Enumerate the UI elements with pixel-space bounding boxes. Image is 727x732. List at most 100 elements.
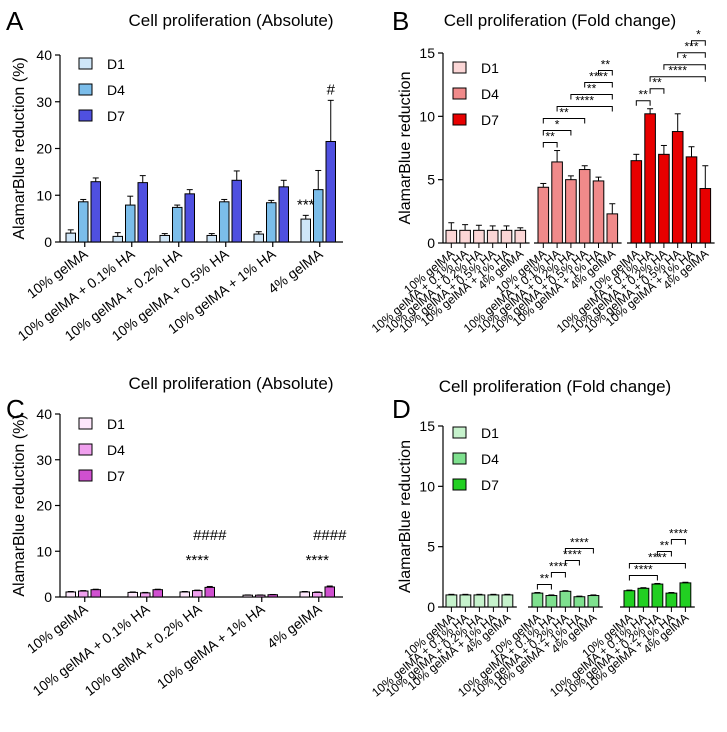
bar bbox=[445, 229, 458, 244]
x-tick-label: 10% gelMA + 1% HA bbox=[154, 600, 268, 692]
significance-bracket bbox=[649, 76, 706, 82]
significance-bracket bbox=[556, 106, 613, 112]
significance-bracket bbox=[677, 52, 706, 58]
significance-bracket bbox=[584, 82, 613, 88]
bar bbox=[545, 595, 558, 608]
bar bbox=[206, 234, 217, 243]
y-tick-label: 30 bbox=[36, 452, 52, 468]
panel-letter: B bbox=[392, 6, 409, 36]
x-tick-label: 4% gelMA bbox=[264, 600, 325, 652]
significance-label: **** bbox=[563, 548, 582, 562]
bar bbox=[140, 592, 151, 598]
bar bbox=[671, 131, 684, 244]
bar bbox=[685, 156, 698, 244]
panel-letter: D bbox=[392, 394, 411, 424]
bar bbox=[255, 594, 266, 598]
significance-label: ** bbox=[660, 538, 670, 552]
bar bbox=[514, 229, 527, 244]
bar bbox=[184, 193, 195, 243]
legend-swatch bbox=[452, 478, 467, 491]
bar bbox=[137, 182, 148, 243]
y-tick-label: 15 bbox=[419, 418, 435, 434]
legend-swatch bbox=[78, 443, 93, 456]
bar bbox=[204, 586, 215, 598]
bar bbox=[231, 179, 242, 243]
significance-bracket bbox=[536, 584, 552, 590]
bar bbox=[473, 229, 485, 244]
bar bbox=[65, 591, 76, 598]
significance-bracket bbox=[598, 70, 613, 76]
significance-bracket bbox=[628, 574, 658, 581]
significance-bracket bbox=[691, 40, 706, 46]
bar bbox=[565, 179, 577, 244]
bar bbox=[699, 188, 712, 244]
y-tick-label: 0 bbox=[427, 235, 435, 251]
significance-label: ** bbox=[587, 82, 597, 96]
legend-swatch bbox=[78, 417, 93, 430]
significance-label: * bbox=[682, 52, 687, 66]
y-tick-label: 40 bbox=[36, 406, 52, 422]
bar bbox=[278, 186, 289, 243]
bar bbox=[537, 186, 550, 244]
legend-swatch bbox=[452, 87, 467, 100]
bar bbox=[90, 181, 101, 243]
legend-swatch bbox=[452, 452, 467, 465]
y-tick-label: 20 bbox=[36, 498, 52, 514]
bar bbox=[658, 153, 670, 244]
legend-swatch bbox=[78, 109, 93, 122]
significance-bracket bbox=[564, 548, 594, 554]
bar bbox=[299, 591, 310, 598]
significance-label: **** bbox=[186, 552, 210, 569]
chart-title: Cell proliferation (Absolute) bbox=[128, 11, 333, 30]
significance-label: ** bbox=[559, 106, 569, 120]
legend-label: D7 bbox=[481, 477, 499, 493]
significance-label: **** bbox=[570, 536, 589, 550]
significance-bracket bbox=[550, 572, 566, 578]
y-tick-label: 10 bbox=[36, 187, 52, 203]
chart-title: Cell proliferation (Absolute) bbox=[128, 374, 333, 393]
legend-label: D4 bbox=[481, 451, 499, 467]
bar bbox=[112, 235, 123, 243]
chart-title: Cell proliferation (Fold change) bbox=[444, 11, 676, 30]
legend-swatch bbox=[78, 83, 93, 96]
y-axis-label: AlamarBlue reduction (%) bbox=[11, 57, 28, 239]
legend-label: D4 bbox=[107, 82, 125, 98]
y-axis-label: AlamarBlue reduction (%) bbox=[11, 414, 28, 596]
significance-label: #### bbox=[193, 527, 227, 544]
bar bbox=[623, 590, 636, 608]
legend-label: D1 bbox=[481, 60, 499, 76]
bar bbox=[253, 233, 264, 243]
significance-label: # bbox=[327, 81, 336, 98]
bar bbox=[578, 169, 591, 244]
bar bbox=[312, 591, 323, 598]
bar bbox=[644, 113, 656, 244]
chart-title: Cell proliferation (Fold change) bbox=[439, 377, 671, 396]
bar bbox=[325, 140, 336, 243]
significance-label: * bbox=[696, 28, 701, 42]
bar bbox=[125, 204, 136, 243]
legend-swatch bbox=[78, 57, 93, 70]
significance-label: ** bbox=[601, 58, 611, 72]
bar bbox=[159, 234, 170, 243]
significance-bracket bbox=[649, 88, 665, 94]
y-tick-label: 5 bbox=[427, 172, 435, 188]
bar bbox=[573, 596, 586, 608]
bar bbox=[637, 587, 650, 608]
legend-label: D1 bbox=[107, 56, 125, 72]
y-tick-label: 0 bbox=[427, 599, 435, 615]
significance-label: ** bbox=[652, 76, 662, 90]
bar bbox=[679, 582, 692, 608]
bar bbox=[90, 589, 101, 598]
bar bbox=[501, 594, 514, 608]
significance-bracket bbox=[656, 550, 672, 557]
legend-label: D4 bbox=[107, 442, 125, 458]
bar bbox=[192, 590, 203, 598]
significance-label: **** bbox=[549, 560, 568, 574]
bar bbox=[324, 586, 335, 598]
panel-a: A Cell proliferation (Absolute) AlamarBlue… bbox=[6, 6, 343, 344]
significance-bracket bbox=[570, 94, 613, 100]
panel-c: C Cell proliferation (Absolute) AlamarBlue… bbox=[6, 374, 347, 699]
bar bbox=[551, 161, 563, 244]
legend-label: D7 bbox=[107, 108, 125, 124]
legend-label: D1 bbox=[107, 416, 125, 432]
